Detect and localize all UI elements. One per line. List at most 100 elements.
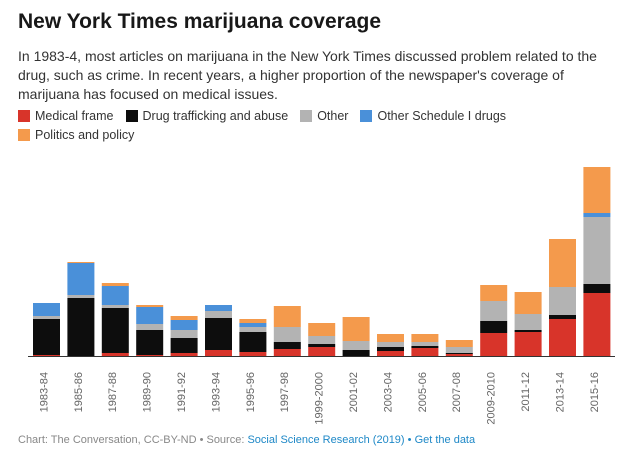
bar-segment-schedule1-1995-96 [239, 323, 267, 327]
bar-segment-politics-2003-04 [377, 334, 404, 342]
bar-segment-trafficking-2007-08 [445, 353, 473, 354]
bar-segment-medical-2005-06 [411, 348, 439, 356]
x-tick-label: 2005-06 [417, 372, 429, 412]
bar-segment-schedule1-1991-92 [170, 320, 198, 330]
bar-segment-medical-2013-14 [549, 319, 576, 356]
legend-label-medical: Medical frame [35, 109, 114, 123]
bar-segment-politics-2001-02 [342, 317, 370, 341]
bar-segment-trafficking-1987-88 [101, 308, 129, 353]
x-tick-label: 1989-90 [142, 372, 154, 412]
bar-segment-politics-1985-86 [67, 262, 95, 263]
bar-segment-schedule1-1993-94 [205, 305, 232, 311]
bar-segment-trafficking-2011-12 [514, 330, 542, 332]
x-tick-label: 1987-88 [107, 372, 119, 412]
legend-swatch-trafficking [125, 110, 138, 122]
bar-segment-medical-1999-2000 [308, 347, 336, 356]
bar-segment-other-2001-02 [342, 341, 370, 350]
x-tick-label: 2003-04 [382, 372, 394, 412]
legend-label-schedule1: Other Schedule I drugs [377, 109, 507, 123]
x-tick-label: 1983-84 [38, 372, 50, 412]
legend-item-trafficking: Drug trafficking and abuse [125, 108, 289, 124]
bar-segment-medical-1991-92 [170, 353, 198, 356]
bar-segment-trafficking-1993-94 [205, 318, 232, 350]
bar-segment-other-2015-16 [583, 217, 611, 284]
legend-label-other: Other [317, 109, 349, 123]
bar-segment-trafficking-1999-2000 [308, 344, 336, 347]
bar-segment-trafficking-1985-86 [67, 298, 95, 356]
legend-swatch-schedule1 [360, 110, 373, 122]
bar-segment-medical-1989-90 [136, 355, 164, 356]
x-tick-label: 1985-86 [73, 372, 85, 412]
x-tick-label: 2009-2010 [486, 372, 498, 425]
x-tick-label: 1999-2000 [314, 372, 326, 425]
bar-segment-trafficking-1997-98 [273, 342, 301, 349]
bar-segment-politics-2007-08 [445, 340, 473, 347]
bar-segment-politics-1991-92 [170, 316, 198, 320]
bar-segment-other-1991-92 [170, 330, 198, 338]
chart-legend: Medical frame Drug trafficking and abuse… [18, 108, 578, 143]
footer-credit: Chart: The Conversation, CC-BY-ND • Sour… [18, 434, 248, 446]
bar-segment-other-2005-06 [411, 342, 439, 346]
x-tick-label: 1991-92 [176, 372, 188, 412]
x-tick-label: 1995-96 [245, 372, 257, 412]
bar-segment-trafficking-1991-92 [170, 338, 198, 353]
bar-segment-schedule1-2015-16 [583, 213, 611, 217]
bar-segment-trafficking-2005-06 [411, 346, 439, 348]
bar-segment-medical-1987-88 [101, 353, 129, 356]
chart-subtitle: In 1983-4, most articles on marijuana in… [18, 48, 597, 102]
bar-segment-politics-1989-90 [136, 305, 164, 307]
bar-segment-trafficking-2003-04 [377, 347, 404, 351]
bar-segment-politics-1995-96 [239, 319, 267, 323]
legend-label-politics: Politics and policy [35, 128, 135, 142]
x-tick-label: 2001-02 [348, 372, 360, 412]
get-the-data-link[interactable]: Get the data [414, 434, 476, 446]
bar-segment-trafficking-2015-16 [583, 284, 611, 293]
x-tick-label: 2011-12 [520, 372, 532, 412]
x-tick-label: 1997-98 [279, 372, 291, 412]
legend-swatch-other [300, 110, 313, 122]
bar-segment-other-2011-12 [514, 314, 542, 330]
x-tick-label: 2013-14 [554, 372, 566, 412]
bar-segment-other-1985-86 [67, 295, 95, 298]
bar-segment-other-1997-98 [273, 327, 301, 342]
legend-item-politics: Politics and policy [18, 127, 134, 143]
bar-segment-trafficking-2009-2010 [480, 321, 508, 333]
x-tick-label: 1993-94 [210, 372, 222, 412]
legend-item-medical: Medical frame [18, 108, 114, 124]
bar-segment-medical-1997-98 [273, 349, 301, 356]
bar-segment-other-2007-08 [445, 347, 473, 353]
bar-segment-politics-2011-12 [514, 292, 542, 314]
bar-segment-other-1995-96 [239, 327, 267, 332]
footer-separator: • [404, 434, 415, 446]
x-tick-label: 2015-16 [589, 372, 601, 412]
bar-segment-trafficking-2001-02 [342, 350, 370, 356]
legend-item-other: Other [300, 108, 348, 124]
x-tick-label: 2007-08 [451, 372, 463, 412]
legend-label-trafficking: Drug trafficking and abuse [142, 109, 289, 123]
bar-segment-other-2013-14 [549, 287, 576, 315]
bar-segment-other-1983-84 [33, 316, 60, 319]
bar-segment-other-2003-04 [377, 342, 404, 347]
legend-item-schedule1: Other Schedule I drugs [360, 108, 506, 124]
bar-segment-medical-2009-2010 [480, 333, 508, 356]
bar-segment-other-1999-2000 [308, 336, 336, 344]
bar-segment-medical-2015-16 [583, 293, 611, 356]
legend-swatch-politics [18, 129, 30, 141]
legend-swatch-medical [18, 110, 30, 122]
source-link[interactable]: Social Science Research (2019) [247, 434, 405, 446]
bar-segment-politics-1987-88 [101, 283, 129, 286]
bar-segment-trafficking-1989-90 [136, 330, 164, 355]
bar-segment-schedule1-1983-84 [33, 303, 60, 316]
bar-segment-schedule1-1989-90 [136, 307, 164, 324]
bar-segment-other-2009-2010 [480, 301, 508, 321]
bar-segment-medical-1983-84 [33, 355, 60, 356]
bar-segment-medical-1995-96 [239, 352, 267, 356]
bar-segment-medical-2011-12 [514, 332, 542, 356]
bar-segment-medical-2003-04 [377, 351, 404, 356]
bar-segment-other-1987-88 [101, 305, 129, 308]
bar-segment-trafficking-1983-84 [33, 319, 60, 355]
bar-segment-other-1993-94 [205, 311, 232, 318]
chart-title: New York Times marijuana coverage [18, 10, 382, 33]
bar-segment-medical-1993-94 [205, 350, 232, 356]
bar-segment-politics-2009-2010 [480, 285, 508, 301]
